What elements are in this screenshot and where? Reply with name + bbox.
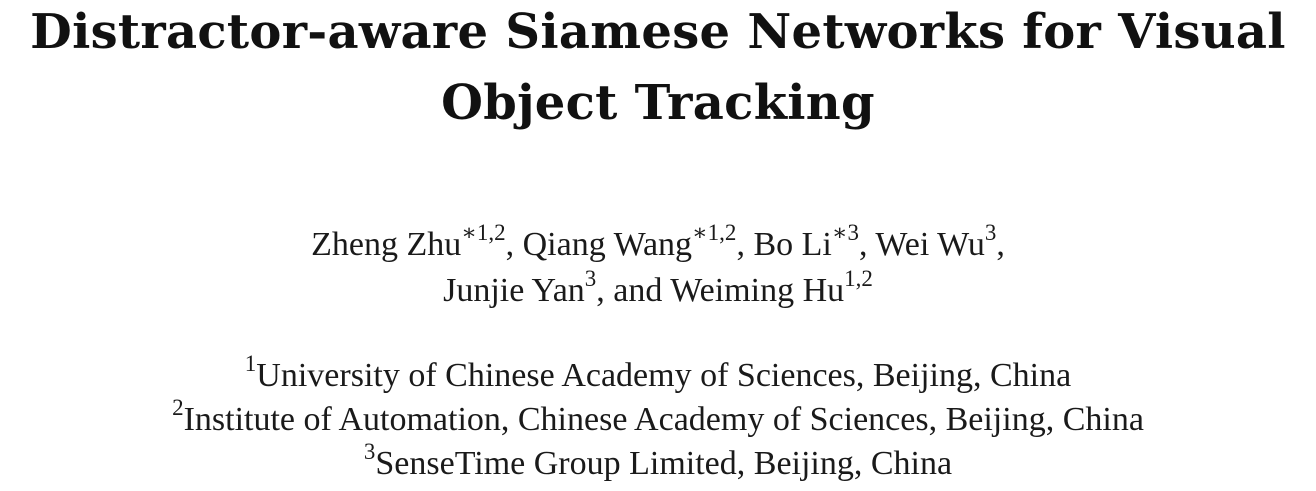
author-name: Zheng Zhu [311, 226, 462, 263]
author-list-line-1: Zheng Zhu∗1,2, Qiang Wang∗1,2, Bo Li∗3, … [0, 219, 1316, 268]
author-name: Qiang Wang [522, 226, 693, 263]
affiliation-text: SenseTime Group Limited, Beijing, China [375, 445, 953, 482]
author-name: Weiming Hu [670, 272, 845, 309]
affiliation-text: University of Chinese Academy of Science… [256, 357, 1072, 394]
author-separator: , [505, 226, 523, 263]
paper-title-line-1: Distractor-aware Siamese Networks for Vi… [30, 4, 1286, 60]
affiliation-mark: 3 [363, 438, 376, 464]
author-separator: , and [596, 272, 671, 309]
paper-title-line-2: Object Tracking [441, 75, 875, 131]
author-name: Wei Wu [875, 226, 985, 263]
affiliation-2: 2Institute of Automation, Chinese Academ… [0, 394, 1316, 442]
affiliation-3: 3SenseTime Group Limited, Beijing, China [0, 438, 1316, 486]
author-separator: , [996, 226, 1005, 263]
author-affiliation-mark: ∗1,2 [461, 219, 506, 245]
author-affiliation-mark: ∗1,2 [692, 219, 737, 245]
affiliation-text: Institute of Automation, Chinese Academy… [183, 401, 1144, 438]
author-separator: , [736, 226, 754, 263]
author-affiliation-mark: 3 [584, 265, 597, 291]
affiliation-mark: 1 [244, 350, 257, 376]
affiliation-mark: 2 [172, 394, 184, 420]
author-affiliation-mark: ∗3 [831, 219, 859, 245]
author-name: Bo Li [753, 226, 832, 263]
author-list-line-2: Junjie Yan3, and Weiming Hu1,2 [0, 265, 1316, 314]
author-affiliation-mark: 3 [984, 219, 997, 245]
affiliation-1: 1University of Chinese Academy of Scienc… [0, 350, 1316, 398]
author-affiliation-mark: 1,2 [844, 265, 873, 291]
author-separator: , [858, 226, 876, 263]
author-name: Junjie Yan [443, 272, 585, 309]
